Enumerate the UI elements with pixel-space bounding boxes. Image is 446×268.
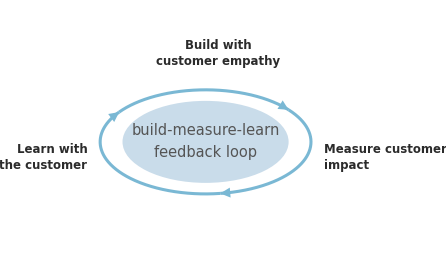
Text: build-measure-learn
feedback loop: build-measure-learn feedback loop [132,123,280,161]
Text: Measure customer
impact: Measure customer impact [324,143,446,172]
Text: Learn with
the customer: Learn with the customer [0,143,87,172]
Text: Build with
customer empathy: Build with customer empathy [156,39,281,68]
Ellipse shape [123,101,289,183]
